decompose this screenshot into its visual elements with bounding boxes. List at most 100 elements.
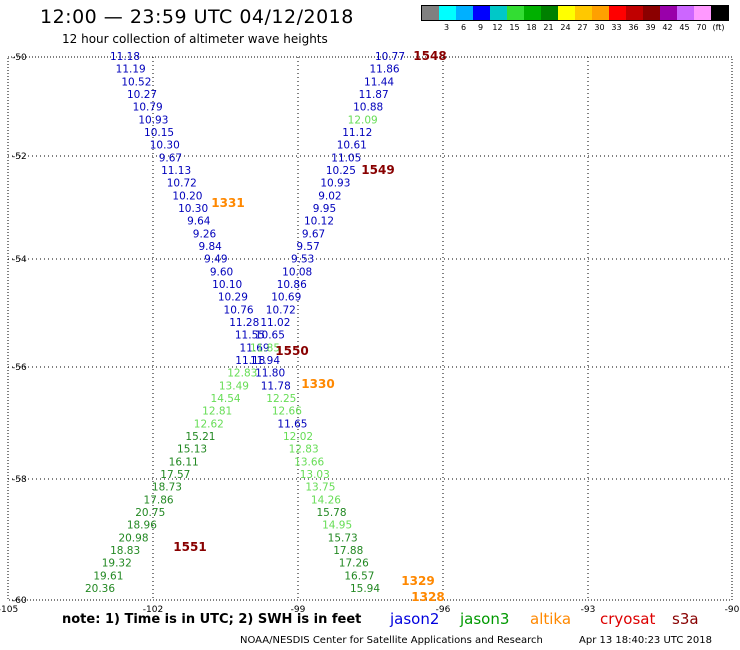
legend-swatch <box>677 6 694 20</box>
x-tick-label: -90 <box>725 605 740 615</box>
generated-timestamp: Apr 13 18:40:23 UTC 2018 <box>579 635 712 646</box>
wave-height-label: 10.72 <box>167 178 197 190</box>
wave-height-label: 18.73 <box>152 482 182 494</box>
wave-height-label: 11.69 <box>240 342 270 354</box>
wave-height-label: 10.69 <box>271 292 301 304</box>
wave-height-label: 9.02 <box>318 190 341 202</box>
wave-height-label: 11.13 <box>161 165 191 177</box>
wave-height-label: 11.80 <box>255 368 285 380</box>
satellite-legend-s3a: s3a <box>672 610 699 628</box>
credit-text: NOAA/NESDIS Center for Satellite Applica… <box>240 635 543 646</box>
wave-height-label: 12.02 <box>283 431 313 443</box>
wave-height-label: 10.20 <box>172 190 202 202</box>
y-tick-label: -60 <box>12 596 27 606</box>
wave-height-label: 9.67 <box>302 228 325 240</box>
legend-ticks: 3 6 9 12 15 18 21 24 27 30 33 36 39 42 45 70 (ft) <box>421 23 729 32</box>
legend-tick-label: 21 <box>543 23 554 32</box>
legend-tick-label: (ft) <box>712 23 725 32</box>
wave-height-label: 11.44 <box>364 76 394 88</box>
wave-height-label: 10.10 <box>212 279 242 291</box>
legend-tick-label: 18 <box>526 23 537 32</box>
page-subtitle: 12 hour collection of altimeter wave hei… <box>62 32 328 46</box>
wave-height-label: 10.15 <box>144 127 174 139</box>
legend-swatch <box>660 6 677 20</box>
wave-height-label: 17.26 <box>339 558 369 570</box>
wave-height-label: 15.94 <box>350 583 380 595</box>
wave-height-label: 12.83 <box>289 444 319 456</box>
wave-height-label: 18.83 <box>110 545 140 557</box>
legend-swatch <box>592 6 609 20</box>
legend-swatch <box>541 6 558 20</box>
x-tick-label: -105 <box>0 605 18 615</box>
legend-swatch <box>609 6 626 20</box>
wave-height-label: 11.55 <box>235 330 265 342</box>
wave-height-label: 11.05 <box>331 152 361 164</box>
wave-height-label: 10.88 <box>353 102 383 114</box>
legend-tick-label: 36 <box>628 23 639 32</box>
wave-height-label: 11.94 <box>250 355 280 367</box>
wave-height-label: 10.93 <box>138 114 168 126</box>
satellite-legend-jason3: jason3 <box>460 610 510 628</box>
page-title: 12:00 — 23:59 UTC 04/12/2018 <box>40 6 354 28</box>
wave-height-label: 10.30 <box>150 140 180 152</box>
y-tick-label: -50 <box>12 53 27 63</box>
wave-height-label: 10.76 <box>224 304 254 316</box>
wave-height-label: 11.86 <box>370 64 400 76</box>
legend-swatch <box>626 6 643 20</box>
satellite-legend-altika: altika <box>530 610 572 628</box>
wave-height-label: 10.52 <box>121 76 151 88</box>
wave-height-label: 11.78 <box>261 380 291 392</box>
wave-height-label: 10.77 <box>375 51 405 63</box>
legend-swatch <box>524 6 541 20</box>
wave-height-label: 11.18 <box>110 51 140 63</box>
wave-height-label: 9.26 <box>193 228 217 240</box>
wave-height-label: 9.57 <box>296 241 319 253</box>
wave-height-label: 14.26 <box>311 494 341 506</box>
pass-time-label: 1549 <box>361 163 394 177</box>
wave-height-label: 9.49 <box>204 254 227 266</box>
legend-swatch <box>490 6 507 20</box>
wave-height-label: 10.79 <box>133 102 163 114</box>
wave-height-label: 20.98 <box>118 532 148 544</box>
wave-height-label: 13.75 <box>305 482 335 494</box>
legend-swatches <box>421 5 729 21</box>
wave-height-label: 15.78 <box>316 507 346 519</box>
wave-height-label: 17.86 <box>144 494 174 506</box>
wave-height-label: 16.57 <box>344 570 374 582</box>
legend-swatch <box>507 6 524 20</box>
pass-time-label: 1548 <box>413 49 446 63</box>
wave-height-label: 20.75 <box>135 507 165 519</box>
wave-height-label: 13.03 <box>300 469 330 481</box>
color-legend: 3 6 9 12 15 18 21 24 27 30 33 36 39 42 45 70 (ft) <box>421 5 729 32</box>
wave-height-label: 12.62 <box>194 418 224 430</box>
legend-tick-label: 39 <box>645 23 656 32</box>
map-frame <box>7 56 733 601</box>
wave-height-label: 12.83 <box>227 368 257 380</box>
wave-height-label: 9.95 <box>313 203 336 215</box>
legend-tick-label: 30 <box>594 23 605 32</box>
y-tick-label: -56 <box>12 363 27 373</box>
wave-height-label: 10.08 <box>282 266 312 278</box>
legend-swatch <box>558 6 575 20</box>
wave-height-label: 12.81 <box>202 406 232 418</box>
wave-height-label: 19.32 <box>102 558 132 570</box>
wave-height-label: 11.85 <box>250 342 280 354</box>
wave-height-label: 10.65 <box>255 330 285 342</box>
wave-height-label: 9.84 <box>198 241 222 253</box>
wave-height-label: 9.60 <box>210 266 233 278</box>
wave-height-label: 10.12 <box>304 216 334 228</box>
pass-time-label: 1551 <box>173 540 206 554</box>
y-tick-label: -52 <box>12 152 27 162</box>
wave-height-label: 11.19 <box>116 64 146 76</box>
wave-height-label: 12.09 <box>348 114 378 126</box>
wave-height-label: 17.57 <box>160 469 190 481</box>
legend-swatch <box>694 6 711 20</box>
legend-tick-label: 33 <box>611 23 622 32</box>
satellite-legend-jason2: jason2 <box>390 610 440 628</box>
pass-time-label: 1329 <box>401 574 434 588</box>
wave-height-label: 10.61 <box>337 140 367 152</box>
pass-time-label: 1331 <box>211 196 244 210</box>
legend-swatch <box>575 6 592 20</box>
wave-height-label: 15.13 <box>177 444 207 456</box>
legend-tick-label: 24 <box>560 23 571 32</box>
